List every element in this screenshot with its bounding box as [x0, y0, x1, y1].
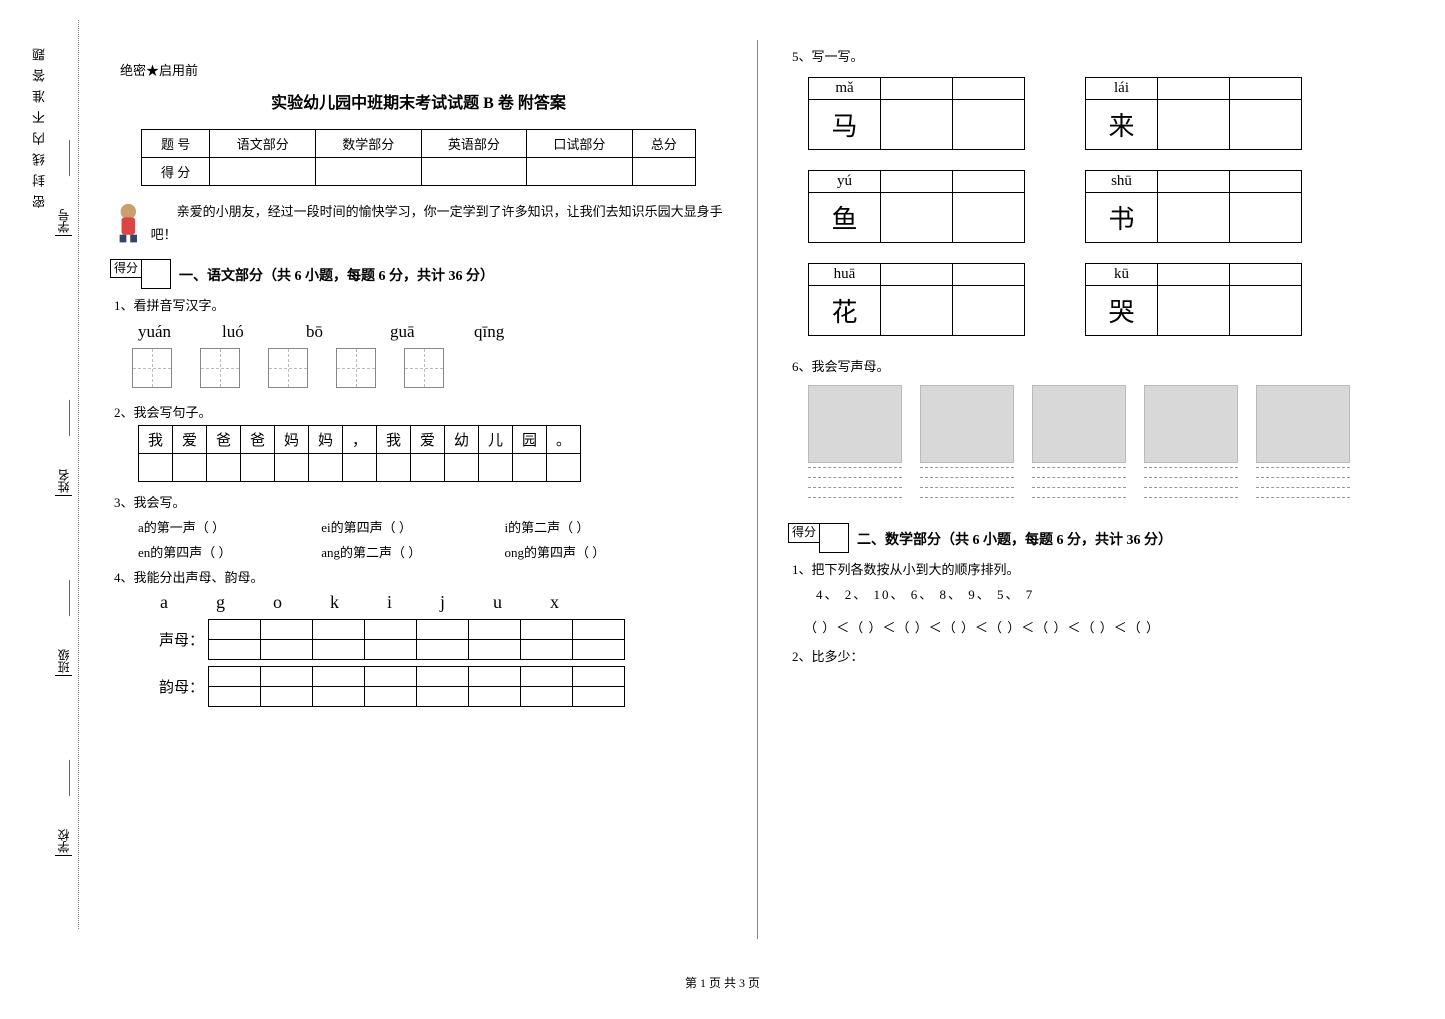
score-header-row: 题 号 语文部分 数学部分 英语部分 口试部分 总分	[141, 130, 695, 158]
q4-shengmu-grid	[208, 619, 625, 660]
score-h5: 总分	[632, 130, 695, 158]
q2-sentence-table: 我爱 爸爸 妈妈 ，我 爱幼 儿园 。	[138, 425, 581, 482]
section2-title: 二、数学部分（共 6 小题，每题 6 分，共计 36 分）	[857, 523, 1172, 549]
write-table: mǎ马	[808, 77, 1025, 150]
m1: 1、把下列各数按从小到大的顺序排列。	[792, 559, 1405, 578]
q6-image-row	[808, 385, 1405, 463]
field-school: 学校______	[55, 760, 72, 856]
write-table: yú鱼	[808, 170, 1025, 243]
section2-scorebox: 得分 二、数学部分（共 6 小题，每题 6 分，共计 36 分）	[788, 523, 1405, 553]
m1-nums: 4、 2、 10、 6、 8、 9、 5、 7	[816, 584, 1405, 603]
q2: 2、我会写句子。	[114, 402, 727, 421]
score-h0: 题 号	[141, 130, 210, 158]
page-footer: 第 1 页 共 3 页	[0, 974, 1445, 991]
write-pair: huā花 kū哭	[808, 263, 1405, 336]
write-table: shū书	[1085, 170, 1302, 243]
q1-py-3: guā	[390, 322, 446, 342]
column-divider	[757, 40, 758, 939]
content-columns: 绝密★启用前 实验幼儿园中班期末考试试题 B 卷 附答案 题 号 语文部分 数学…	[90, 0, 1445, 1019]
four-line	[1144, 467, 1238, 497]
q1-py-2: bō	[306, 322, 362, 342]
q6-img-2	[920, 385, 1014, 463]
tianzige	[200, 348, 240, 388]
child-icon	[110, 200, 147, 246]
q3: 3、我会写。	[114, 492, 727, 511]
score-value-row: 得 分	[141, 158, 695, 186]
intro-wrap: 亲爱的小朋友，经过一段时间的愉快学习，你一定学到了许多知识，让我们去知识乐园大显…	[110, 200, 727, 255]
q6-img-1	[808, 385, 902, 463]
q4-shengmu-label: 声母：	[140, 629, 204, 650]
q6-img-4	[1144, 385, 1238, 463]
field-name: 姓名______	[55, 400, 72, 496]
q3-line1: a的第一声（ ） ei的第四声（ ） i的第二声（ ）	[138, 517, 727, 536]
q5: 5、写一写。	[792, 46, 1405, 65]
binding-margin: 学校______ 班级______ 姓名______ 学号______ 密封线内…	[0, 0, 90, 1019]
q5-container: mǎ马 lái来 yú鱼 shū书 huā花 kū哭	[788, 77, 1405, 336]
section1-scorebox: 得分 一、语文部分（共 6 小题，每题 6 分，共计 36 分）	[110, 259, 727, 289]
four-line	[808, 467, 902, 497]
confidential-label: 绝密★启用前	[120, 60, 727, 79]
q1-py-1: luó	[222, 322, 278, 342]
section1-title: 一、语文部分（共 6 小题，每题 6 分，共计 36 分）	[179, 259, 494, 285]
score-box-label: 得分	[788, 523, 820, 543]
q1: 1、看拼音写汉字。	[114, 295, 727, 314]
tianzige	[132, 348, 172, 388]
write-table: kū哭	[1085, 263, 1302, 336]
q1-pinyin-row: yuán luó bō guā qīng	[138, 322, 727, 342]
q6-img-5	[1256, 385, 1350, 463]
q4-shengmu-block: 声母：	[140, 619, 727, 660]
score-h1: 语文部分	[210, 130, 316, 158]
m2: 2、比多少：	[792, 646, 1405, 665]
q4-yunmu-grid	[208, 666, 625, 707]
q4-yunmu-block: 韵母：	[140, 666, 727, 707]
q3-line2: en的第四声（ ） ang的第二声（ ） ong的第四声（ ）	[138, 542, 727, 561]
four-line	[920, 467, 1014, 497]
binding-text: 密封线内不准答题	[30, 40, 49, 208]
q6-img-3	[1032, 385, 1126, 463]
q1-tianzige-row	[132, 348, 727, 388]
q4-yunmu-label: 韵母：	[140, 676, 204, 697]
q6: 6、我会写声母。	[792, 356, 1405, 375]
score-box-label: 得分	[110, 259, 142, 279]
tianzige	[404, 348, 444, 388]
four-line	[1256, 467, 1350, 497]
score-h3: 英语部分	[421, 130, 527, 158]
four-line	[1032, 467, 1126, 497]
q2-empty-row	[139, 453, 581, 481]
q1-py-0: yuán	[138, 322, 194, 342]
write-pair: yú鱼 shū书	[808, 170, 1405, 243]
score-h2: 数学部分	[316, 130, 422, 158]
exam-title: 实验幼儿园中班期末考试试题 B 卷 附答案	[110, 89, 727, 113]
right-column: 5、写一写。 mǎ马 lái来 yú鱼 shū书 huā花 kū哭 6、我会写声母。 得分	[788, 20, 1405, 979]
field-class: 班级______	[55, 580, 72, 676]
score-cell	[819, 523, 849, 553]
write-pair: mǎ马 lái来	[808, 77, 1405, 150]
q1-py-4: qīng	[474, 322, 530, 342]
field-id: 学号______	[55, 140, 72, 236]
intro-text: 亲爱的小朋友，经过一段时间的愉快学习，你一定学到了许多知识，让我们去知识乐园大显…	[151, 200, 727, 247]
left-column: 绝密★启用前 实验幼儿园中班期末考试试题 B 卷 附答案 题 号 语文部分 数学…	[110, 20, 727, 979]
write-table: lái来	[1085, 77, 1302, 150]
score-cell	[141, 259, 171, 289]
q2-chars-row: 我爱 爸爸 妈妈 ，我 爱幼 儿园 。	[139, 425, 581, 453]
tianzige	[268, 348, 308, 388]
tianzige	[336, 348, 376, 388]
score-summary-table: 题 号 语文部分 数学部分 英语部分 口试部分 总分 得 分	[141, 129, 696, 186]
score-row2-label: 得 分	[141, 158, 210, 186]
page: 学校______ 班级______ 姓名______ 学号______ 密封线内…	[0, 0, 1445, 1019]
score-h4: 口试部分	[527, 130, 633, 158]
q6-lines-row	[808, 467, 1405, 497]
q4-letters: ag ok ij ux	[160, 592, 727, 613]
binding-dotted-line	[78, 20, 79, 929]
write-table: huā花	[808, 263, 1025, 336]
m1-paren: （ ）＜（ ）＜（ ）＜（ ）＜（ ）＜（ ）＜（ ）＜（ ）	[804, 617, 1405, 636]
q4: 4、我能分出声母、韵母。	[114, 567, 727, 586]
